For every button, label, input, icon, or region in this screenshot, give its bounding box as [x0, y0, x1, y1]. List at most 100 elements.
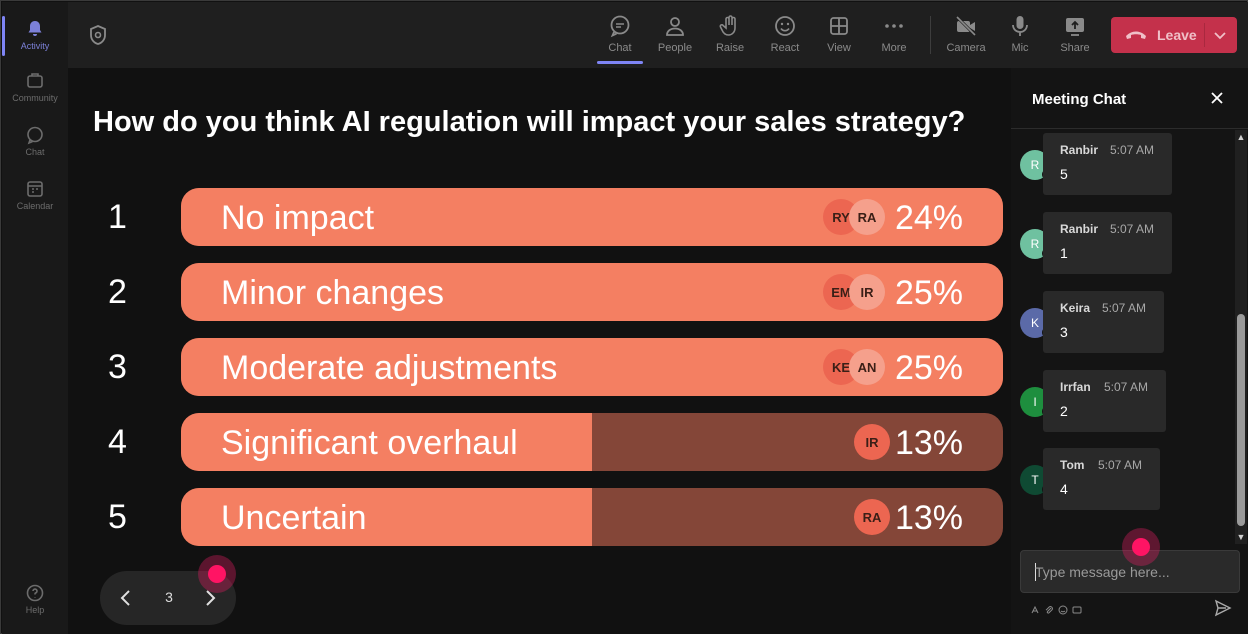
- click-indicator: [198, 555, 236, 593]
- emoji-icon[interactable]: [1058, 602, 1068, 615]
- message-time: 5:07 AM: [1098, 458, 1143, 472]
- message-text: 3: [1060, 324, 1068, 340]
- chat-scrollbar[interactable]: ▲ ▼: [1235, 130, 1247, 544]
- chat-message: R Ranbir 5:07 AM 5: [1011, 133, 1235, 195]
- poll-option: 5 Uncertain RA 13%: [68, 488, 1011, 546]
- option-label: Significant overhaul: [221, 424, 518, 462]
- message-text: 2: [1060, 403, 1068, 419]
- rail-item-label: Activity: [20, 41, 50, 51]
- shield-icon[interactable]: [88, 24, 108, 46]
- poll-option: 4 Significant overhaul IR 13%: [68, 413, 1011, 471]
- toolbar-label: React: [770, 42, 800, 54]
- chevron-left-icon[interactable]: [116, 588, 136, 608]
- voter-avatar: AN: [849, 349, 885, 385]
- leave-label: Leave: [1157, 27, 1197, 43]
- option-percent: 13%: [894, 424, 963, 462]
- community-icon: [27, 73, 43, 88]
- calendar-icon: [27, 181, 43, 197]
- toolbar-raise-button[interactable]: Raise: [703, 10, 757, 62]
- option-percent: 24%: [894, 199, 963, 237]
- message-bubble: Tom 5:07 AM 4: [1043, 448, 1160, 510]
- option-number: 2: [108, 273, 127, 311]
- toolbar-label: Mic: [1011, 42, 1029, 54]
- rail-item-community[interactable]: Community: [2, 62, 68, 112]
- scroll-thumb[interactable]: [1237, 314, 1245, 526]
- voter-avatar: IR: [854, 424, 890, 460]
- option-number: 5: [108, 498, 127, 536]
- chat-icon: [610, 15, 630, 38]
- send-icon[interactable]: [1214, 599, 1232, 617]
- close-icon[interactable]: [1209, 90, 1225, 106]
- people-icon: [666, 17, 684, 36]
- rail-item-label: Community: [12, 93, 58, 103]
- option-label: Minor changes: [221, 274, 445, 312]
- format-icon[interactable]: [1030, 602, 1040, 614]
- message-bubble: Ranbir 5:07 AM 5: [1043, 133, 1172, 195]
- toolbar-divider: [930, 16, 931, 54]
- rail-item-chat[interactable]: Chat: [2, 116, 68, 166]
- chevron-right-icon[interactable]: [200, 588, 220, 608]
- chat-icon: [27, 126, 43, 145]
- toolbar-view-button[interactable]: View: [812, 10, 866, 62]
- message-text: 1: [1060, 245, 1068, 261]
- chat-message: K Keira 5:07 AM 3: [1011, 291, 1235, 353]
- toolbar-label: Share: [1060, 42, 1090, 54]
- leave-button[interactable]: Leave: [1111, 17, 1237, 53]
- rail-item-activity[interactable]: Activity: [2, 10, 68, 60]
- toolbar-more-button[interactable]: More: [867, 10, 921, 62]
- toolbar-label: Raise: [715, 42, 745, 54]
- scroll-up-arrow-icon[interactable]: ▲: [1236, 132, 1246, 142]
- left-rail: Activity Community Chat Calendar Help: [2, 2, 68, 634]
- message-compose-box: [1020, 550, 1240, 593]
- chevron-down-icon[interactable]: [1213, 28, 1227, 42]
- option-label: Moderate adjustments: [221, 349, 558, 387]
- option-fill: [181, 488, 592, 546]
- click-indicator: [1122, 528, 1160, 566]
- sender-name: Irrfan: [1060, 380, 1091, 394]
- toolbar-label: Camera: [946, 42, 986, 54]
- meeting-chat-panel: Meeting Chat R Ranbir 5:07 AM 5 R Ranbir…: [1011, 68, 1248, 634]
- toolbar-label: More: [881, 42, 907, 54]
- rail-item-label: Help: [25, 605, 45, 615]
- toolbar-camera-button[interactable]: Camera: [939, 10, 993, 62]
- chat-title: Meeting Chat: [1032, 91, 1127, 108]
- mic-icon: [1012, 16, 1028, 36]
- chat-message: I Irrfan 5:07 AM 2: [1011, 370, 1235, 432]
- toolbar-people-button[interactable]: People: [648, 10, 702, 62]
- option-label: No impact: [221, 199, 375, 237]
- poll-option: 1 No impact RY RA 24%: [68, 188, 1011, 246]
- toolbar-chat-button[interactable]: Chat: [593, 10, 647, 64]
- voter-avatar: IR: [849, 274, 885, 310]
- message-input[interactable]: [1035, 562, 1225, 582]
- poll-option: 2 Minor changes EM IR 25%: [68, 263, 1011, 321]
- attach-icon[interactable]: [1044, 602, 1054, 614]
- camera-off-icon: [955, 15, 977, 37]
- sender-name: Tom: [1060, 458, 1085, 472]
- poll-question: How do you think AI regulation will impa…: [93, 106, 966, 138]
- option-percent: 25%: [894, 349, 963, 387]
- toolbar-share-button[interactable]: Share: [1048, 10, 1102, 62]
- chat-header: Meeting Chat: [1011, 68, 1248, 129]
- sender-name: Ranbir: [1060, 222, 1099, 236]
- leave-divider: [1204, 23, 1205, 47]
- message-bubble: Keira 5:07 AM 3: [1043, 291, 1164, 353]
- rail-item-label: Calendar: [16, 201, 54, 211]
- smiley-icon: [775, 16, 795, 36]
- rail-item-help[interactable]: Help: [2, 574, 68, 624]
- rail-item-calendar[interactable]: Calendar: [2, 170, 68, 220]
- sender-name: Ranbir: [1060, 143, 1099, 157]
- more-icon: [885, 24, 903, 28]
- gif-icon[interactable]: [1072, 602, 1082, 614]
- option-bar: Significant overhaul IR 13%: [181, 413, 1003, 471]
- toolbar-label: View: [827, 42, 851, 54]
- scroll-down-arrow-icon[interactable]: ▼: [1236, 532, 1246, 542]
- toolbar-mic-button[interactable]: Mic: [993, 10, 1047, 62]
- option-number: 1: [108, 198, 127, 236]
- option-bar: Uncertain RA 13%: [181, 488, 1003, 546]
- toolbar-react-button[interactable]: React: [758, 10, 812, 62]
- option-bar: Minor changes EM IR 25%: [181, 263, 1003, 321]
- meeting-toolbar: Chat People Raise React View More Camera: [68, 2, 1248, 68]
- message-time: 5:07 AM: [1102, 301, 1147, 315]
- hand-icon: [719, 15, 736, 36]
